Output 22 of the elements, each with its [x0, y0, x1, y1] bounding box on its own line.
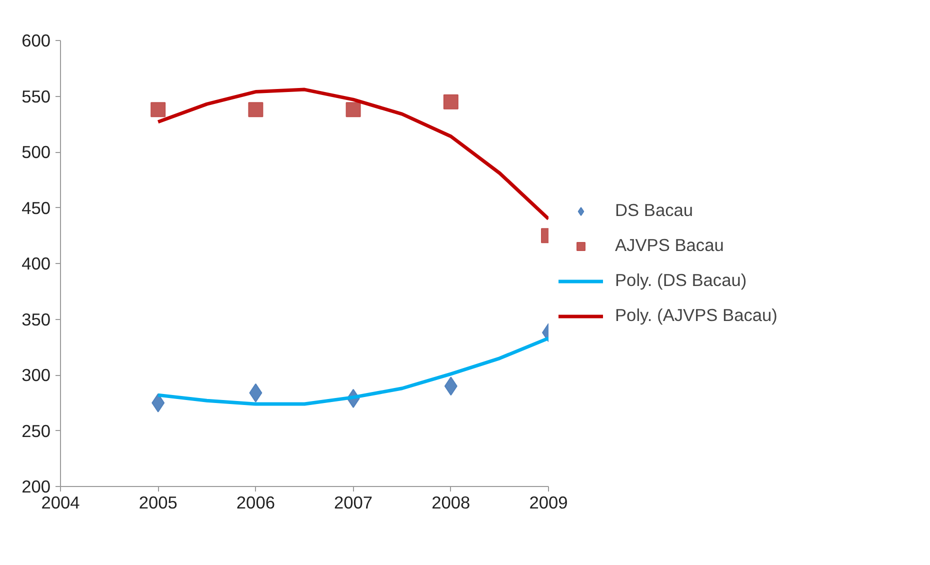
point [346, 102, 361, 118]
y-tick-label: 600 [22, 30, 51, 50]
line-series [156, 88, 548, 221]
point [150, 102, 166, 118]
legend-label: DS Bacau [615, 200, 694, 221]
x-tick-label: 2005 [138, 492, 178, 512]
x-tick-label: 2009 [529, 492, 568, 512]
point [248, 102, 264, 118]
y-tick-label: 300 [22, 365, 51, 385]
y-tick-label: 450 [22, 198, 51, 218]
y-tick-label: 500 [22, 142, 51, 162]
legend-label: Poly. (DS Bacau) [615, 270, 747, 291]
y-tick-label: 350 [22, 309, 51, 330]
y-tick-label: 550 [22, 86, 51, 106]
x-tick-label: 2006 [236, 492, 275, 512]
y-tick-label: 250 [22, 420, 51, 441]
x-tick-label: 2008 [432, 492, 470, 512]
legend-label: Poly. (AJVPS Bacau) [615, 305, 778, 326]
y-tick-label: 400 [22, 254, 51, 274]
point [443, 94, 458, 110]
legend-label: AJVPS Bacau [615, 235, 724, 256]
x-tick-label: 2007 [334, 492, 373, 512]
